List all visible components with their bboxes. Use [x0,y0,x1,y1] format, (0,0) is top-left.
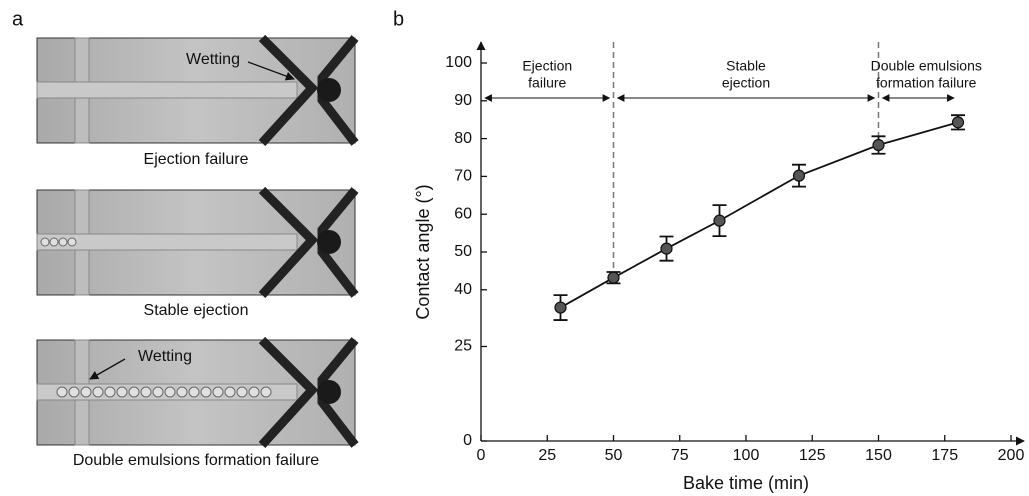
annotation: Wetting [138,348,192,365]
x-tick-label: 75 [671,447,689,464]
x-tick-label: 125 [799,447,826,464]
y-tick-label: 25 [454,338,472,355]
junction-blob [317,78,341,102]
x-tick-label: 50 [605,447,623,464]
panel-label: b [393,8,404,30]
droplet [152,386,164,398]
panel-label: a [12,8,24,30]
x-tick-label: 100 [733,447,760,464]
annotation-arrow [89,358,126,380]
junction-blob [317,230,341,254]
droplet [236,386,248,398]
droplet [40,237,50,247]
region-label: ejection [722,75,770,91]
droplet [164,386,176,398]
channel [36,233,298,251]
y-tick-label: 0 [463,432,472,449]
droplet [224,386,236,398]
region-label: failure [528,75,566,91]
droplet [116,386,128,398]
data-point [607,271,620,284]
y-tick-label: 80 [454,130,472,147]
micrographs: Ejection failure Wetting Stable ejection Do… [36,34,359,469]
droplet [128,386,140,398]
junction-blob [317,380,341,404]
data-point [792,169,806,182]
droplet [92,386,104,398]
x-tick-label: 0 [477,447,486,464]
droplet [260,386,272,398]
droplet [212,386,224,398]
y-tick-label: 100 [445,54,472,71]
droplet [67,237,77,247]
data-point [554,301,567,314]
region-label: Double emulsions [871,58,982,74]
droplet [200,386,212,398]
annotation: Wetting [186,51,240,68]
annotation-arrow [247,61,295,81]
x-tick-label: 175 [931,447,958,464]
data-point [660,242,673,255]
x-tick-label: 25 [538,447,556,464]
droplet [188,386,200,398]
image-caption: Stable ejection [144,302,249,319]
droplet [49,237,59,247]
data-point [951,116,965,129]
region-label: formation failure [876,75,977,91]
data-line [560,121,959,309]
image-caption: Ejection failure [144,151,249,168]
droplet [248,386,260,398]
chart: 0 25 40 50 60 70 80 90 100 0 25 50 75 100 125 150 175 200… [413,41,1025,493]
droplet [68,386,80,398]
data-point [713,214,726,227]
droplet [176,386,188,398]
droplet [80,386,92,398]
droplet [58,237,68,247]
x-tick-label: 200 [998,447,1025,464]
region-label: Stable [726,58,766,74]
y-tick-label: 40 [454,281,472,298]
droplet [104,386,116,398]
y-tick-label: 70 [454,168,472,185]
y-axis-label: Contact angle (°) [413,184,433,319]
y-tick-label: 60 [454,205,472,222]
x-tick-label: 150 [865,447,892,464]
x-axis-label: Bake time (min) [683,473,809,493]
droplet [56,386,68,398]
droplet [140,386,152,398]
y-tick-label: 50 [454,243,472,260]
image-caption: Double emulsions formation failure [73,452,319,469]
y-tick-label: 90 [454,92,472,109]
region-label: Ejection [522,58,572,74]
channel [36,81,298,99]
data-point [872,138,885,152]
